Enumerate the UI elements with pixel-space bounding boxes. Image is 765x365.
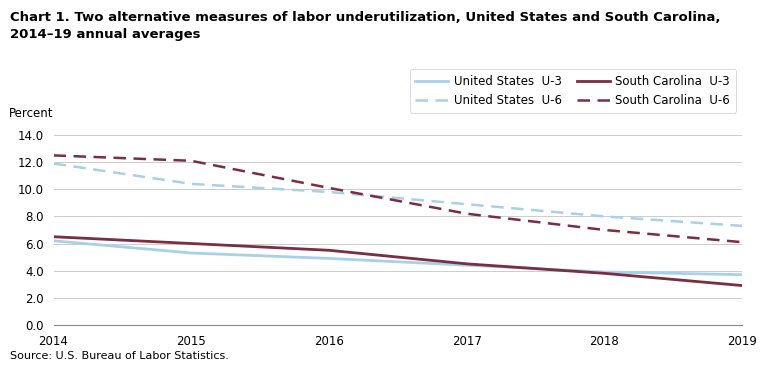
Legend: United States  U-3, United States  U-6, South Carolina  U-3, South Carolina  U-6: United States U-3, United States U-6, So… — [409, 69, 736, 112]
Text: Percent: Percent — [8, 107, 54, 120]
Text: Chart 1. Two alternative measures of labor underutilization, United States and S: Chart 1. Two alternative measures of lab… — [10, 11, 721, 41]
Text: Source: U.S. Bureau of Labor Statistics.: Source: U.S. Bureau of Labor Statistics. — [10, 351, 229, 361]
